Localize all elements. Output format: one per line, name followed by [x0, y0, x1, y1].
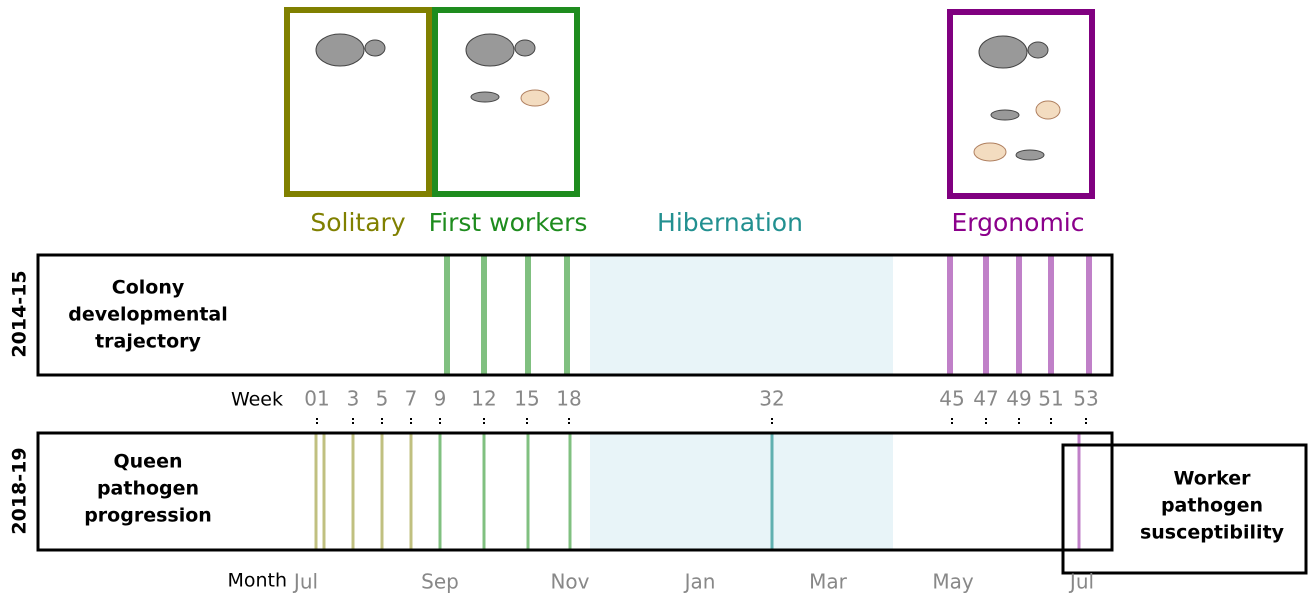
brood [520, 89, 1061, 162]
phase-label: Solitary [310, 208, 405, 237]
month-label: Sep [421, 570, 459, 594]
month-label: Jul [292, 570, 318, 594]
sampling-lines [314, 256, 1092, 549]
week-label: 32 [759, 387, 784, 411]
axis-title: Month [227, 570, 287, 592]
phase-label: First workers [429, 208, 588, 237]
month-label: Jan [683, 570, 716, 594]
queen-ant [364, 39, 386, 57]
row-label: Colony [112, 277, 185, 299]
worker-ant [470, 91, 500, 103]
first-workers-frame [432, 7, 580, 197]
week-label: 12 [471, 387, 496, 411]
year-label: 2018-19 [9, 447, 31, 534]
pupa [520, 89, 550, 107]
week-label: 53 [1073, 387, 1098, 411]
worker-ant [1015, 149, 1045, 161]
queen-ant [465, 33, 515, 67]
week-label: 9 [434, 387, 447, 411]
week-label: 7 [405, 387, 418, 411]
row-label: developmental [68, 304, 228, 326]
side-label: Worker [1173, 468, 1251, 490]
row-label: progression [84, 505, 212, 527]
week-label: 15 [514, 387, 539, 411]
side-label: pathogen [1161, 495, 1263, 517]
ant-illustrations [315, 33, 1049, 161]
row-labels: Colony developmental trajectory Queen pathog… [68, 277, 1284, 544]
hibernation-shade [590, 434, 893, 549]
week-label: 47 [973, 387, 998, 411]
week-label: 45 [939, 387, 964, 411]
phase-label: Ergonomic [952, 208, 1085, 237]
pupa [1035, 100, 1061, 120]
month-label: Mar [809, 570, 848, 594]
row-label: trajectory [95, 331, 201, 353]
axis-title: Week [231, 389, 283, 411]
ergonomic-frame [947, 9, 1095, 199]
week-label: 18 [556, 387, 581, 411]
week-label: 51 [1038, 387, 1063, 411]
hibernation-shade [590, 256, 893, 374]
week-label: 3 [347, 387, 360, 411]
row-box [36, 253, 1114, 377]
side-box [1061, 443, 1308, 575]
row-label: Queen [114, 451, 183, 473]
side-label: susceptibility [1140, 522, 1285, 544]
week-label: 49 [1006, 387, 1031, 411]
row-box [36, 431, 1114, 552]
queen-ant [315, 33, 365, 67]
month-label: Jul [1068, 570, 1094, 594]
month-label: May [932, 570, 974, 594]
row-label: pathogen [97, 478, 199, 500]
worker-ant [990, 109, 1020, 121]
queen-ant [978, 35, 1028, 69]
month-label: Nov [550, 570, 589, 594]
year-label: 2014-15 [9, 270, 31, 357]
week-label: 01 [304, 387, 329, 411]
queen-ant [1027, 41, 1049, 59]
queen-ant [514, 39, 536, 57]
solitary-frame [284, 7, 432, 197]
week-label: 5 [376, 387, 389, 411]
pupa [973, 142, 1007, 162]
phase-label: Hibernation [657, 208, 803, 237]
week-ticks: 01 3 5 7 9 12 15 18 32 45 47 49 51 53 Jul Sep Nov Jan Mar M… [292, 387, 1099, 594]
